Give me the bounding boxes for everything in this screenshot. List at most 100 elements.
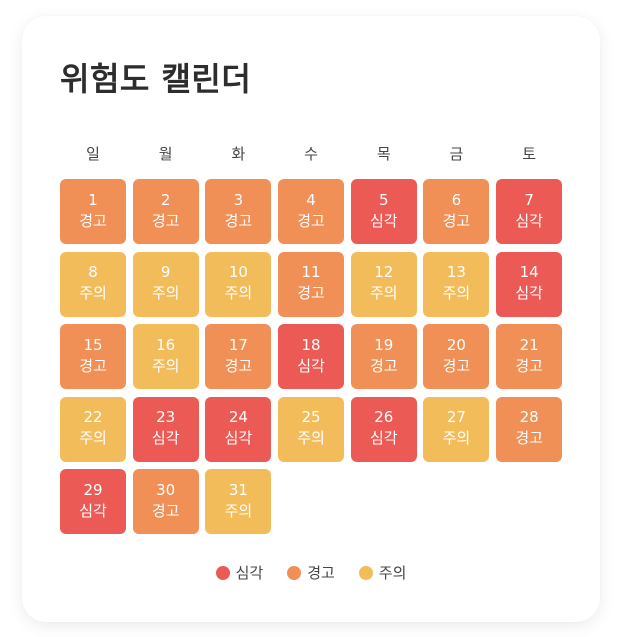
risk-level-label: 경고 bbox=[297, 284, 325, 302]
day-number: 8 bbox=[88, 263, 98, 281]
risk-level-label: 주의 bbox=[224, 501, 253, 520]
calendar-day-cell[interactable]: 18 심각 bbox=[278, 324, 345, 389]
calendar-day-cell[interactable]: 21 경고 bbox=[496, 324, 563, 389]
calendar-day-cell[interactable]: 11 경고 bbox=[278, 251, 345, 317]
day-number: 16 bbox=[156, 335, 176, 354]
day-number: 2 bbox=[160, 190, 171, 209]
risk-level-label: 경고 bbox=[442, 356, 471, 375]
calendar-grid: 1 경고 2 경고 3 경고 4 경고 5 심각 6 경고 7 심각 8 주의 9 주의 10 주의 11 경고 12 주의 1… bbox=[60, 179, 563, 534]
calendar-day-cell[interactable]: 19 경고 bbox=[350, 324, 417, 389]
calendar-day-cell[interactable]: 12 주의 bbox=[350, 251, 417, 317]
calendar-day-cell[interactable]: 14 심각 bbox=[496, 251, 563, 317]
page-title: 위험도 캘린더 bbox=[60, 60, 252, 98]
day-number: 21 bbox=[519, 335, 539, 354]
calendar-day-cell[interactable]: 29 심각 bbox=[60, 469, 126, 534]
calendar-day-cell[interactable]: 4 경고 bbox=[278, 179, 345, 244]
calendar-day-cell[interactable]: 5 심각 bbox=[350, 179, 417, 244]
weekday-wed: 수 bbox=[304, 145, 318, 163]
day-number: 15 bbox=[83, 335, 103, 354]
risk-level-label: 심각 bbox=[515, 284, 543, 302]
day-number: 13 bbox=[446, 263, 466, 281]
day-number: 1 bbox=[88, 190, 98, 209]
risk-level-label: 심각 bbox=[297, 356, 325, 375]
day-number: 3 bbox=[233, 190, 244, 209]
risk-level-label: 주의 bbox=[79, 284, 107, 302]
risk-level-label: 경고 bbox=[79, 211, 107, 230]
day-number: 31 bbox=[228, 480, 248, 499]
risk-level-label: 심각 bbox=[369, 429, 398, 447]
legend-item-warning: 경고 bbox=[287, 562, 335, 583]
legend-label: 주의 bbox=[378, 564, 407, 582]
day-number: 25 bbox=[301, 408, 321, 426]
day-number: 24 bbox=[228, 408, 248, 426]
legend-label: 경고 bbox=[307, 564, 335, 582]
calendar-day-cell[interactable]: 6 경고 bbox=[423, 179, 490, 244]
risk-level-label: 주의 bbox=[369, 284, 398, 302]
legend-dot-icon bbox=[287, 565, 302, 580]
weekday-header: 일 월 화 수 목 금 토 bbox=[60, 143, 562, 164]
day-number: 4 bbox=[306, 190, 316, 209]
calendar-day-cell[interactable]: 28 경고 bbox=[496, 396, 563, 462]
risk-level-label: 심각 bbox=[369, 211, 398, 230]
day-number: 23 bbox=[156, 408, 176, 426]
legend: 심각 경고 주의 bbox=[22, 562, 600, 583]
weekday-sun: 일 bbox=[86, 145, 100, 163]
risk-level-label: 경고 bbox=[442, 211, 471, 230]
day-number: 19 bbox=[374, 335, 394, 354]
risk-level-label: 주의 bbox=[297, 429, 325, 447]
risk-level-label: 주의 bbox=[79, 429, 107, 447]
risk-level-label: 심각 bbox=[79, 501, 107, 520]
risk-level-label: 경고 bbox=[369, 356, 398, 375]
legend-dot-icon bbox=[215, 565, 230, 580]
weekday-thu: 목 bbox=[376, 145, 391, 163]
calendar-day-cell[interactable]: 22 주의 bbox=[60, 396, 126, 462]
risk-level-label: 심각 bbox=[151, 429, 180, 447]
risk-level-label: 경고 bbox=[151, 501, 180, 520]
risk-calendar-card: 위험도 캘린더 일 월 화 수 목 금 토 1 경고 2 경고 3 경고 4 경고 5 심각 6 경고… bbox=[22, 16, 600, 622]
calendar-day-cell[interactable]: 7 심각 bbox=[496, 179, 563, 244]
day-number: 11 bbox=[301, 263, 321, 281]
calendar-day-cell[interactable]: 3 경고 bbox=[205, 179, 272, 244]
weekday-fri: 금 bbox=[449, 145, 464, 163]
day-number: 14 bbox=[519, 263, 539, 281]
calendar-day-cell[interactable]: 1 경고 bbox=[60, 179, 126, 244]
calendar-day-cell[interactable]: 17 경고 bbox=[205, 324, 272, 389]
calendar-day-cell[interactable]: 25 주의 bbox=[278, 396, 345, 462]
legend-dot-icon bbox=[358, 565, 373, 580]
day-number: 29 bbox=[83, 480, 103, 499]
calendar-day-cell[interactable]: 24 심각 bbox=[205, 396, 272, 462]
legend-item-severe: 심각 bbox=[215, 562, 264, 583]
risk-level-label: 심각 bbox=[224, 429, 253, 447]
day-number: 5 bbox=[378, 190, 389, 209]
risk-level-label: 주의 bbox=[442, 284, 471, 302]
risk-level-label: 경고 bbox=[224, 356, 253, 375]
risk-level-label: 경고 bbox=[79, 356, 107, 375]
calendar-day-cell[interactable]: 15 경고 bbox=[60, 324, 126, 389]
calendar-day-cell[interactable]: 20 경고 bbox=[423, 324, 490, 389]
weekday-mon: 월 bbox=[158, 145, 173, 163]
calendar-day-cell[interactable]: 26 심각 bbox=[350, 396, 417, 462]
calendar-day-cell[interactable]: 23 심각 bbox=[132, 396, 199, 462]
calendar-day-cell[interactable]: 2 경고 bbox=[132, 179, 199, 244]
day-number: 22 bbox=[83, 408, 103, 426]
day-number: 10 bbox=[228, 263, 248, 281]
calendar-day-cell[interactable]: 10 주의 bbox=[205, 251, 272, 317]
calendar-day-cell[interactable]: 9 주의 bbox=[132, 251, 199, 317]
day-number: 26 bbox=[374, 408, 394, 426]
day-number: 27 bbox=[446, 408, 466, 426]
risk-level-label: 경고 bbox=[297, 211, 325, 230]
weekday-tue: 화 bbox=[231, 145, 246, 163]
calendar-day-cell[interactable]: 30 경고 bbox=[132, 469, 199, 534]
calendar-day-cell[interactable]: 31 주의 bbox=[205, 469, 272, 534]
risk-level-label: 주의 bbox=[151, 356, 180, 375]
calendar-day-cell[interactable]: 13 주의 bbox=[423, 251, 490, 317]
risk-level-label: 경고 bbox=[515, 429, 543, 447]
risk-level-label: 경고 bbox=[151, 211, 180, 230]
legend-item-caution: 주의 bbox=[358, 562, 407, 583]
risk-level-label: 경고 bbox=[515, 356, 543, 375]
calendar-day-cell[interactable]: 16 주의 bbox=[132, 324, 199, 389]
risk-level-label: 주의 bbox=[224, 284, 253, 302]
legend-label: 심각 bbox=[235, 564, 264, 582]
calendar-day-cell[interactable]: 27 주의 bbox=[423, 396, 490, 462]
calendar-day-cell[interactable]: 8 주의 bbox=[60, 251, 126, 317]
